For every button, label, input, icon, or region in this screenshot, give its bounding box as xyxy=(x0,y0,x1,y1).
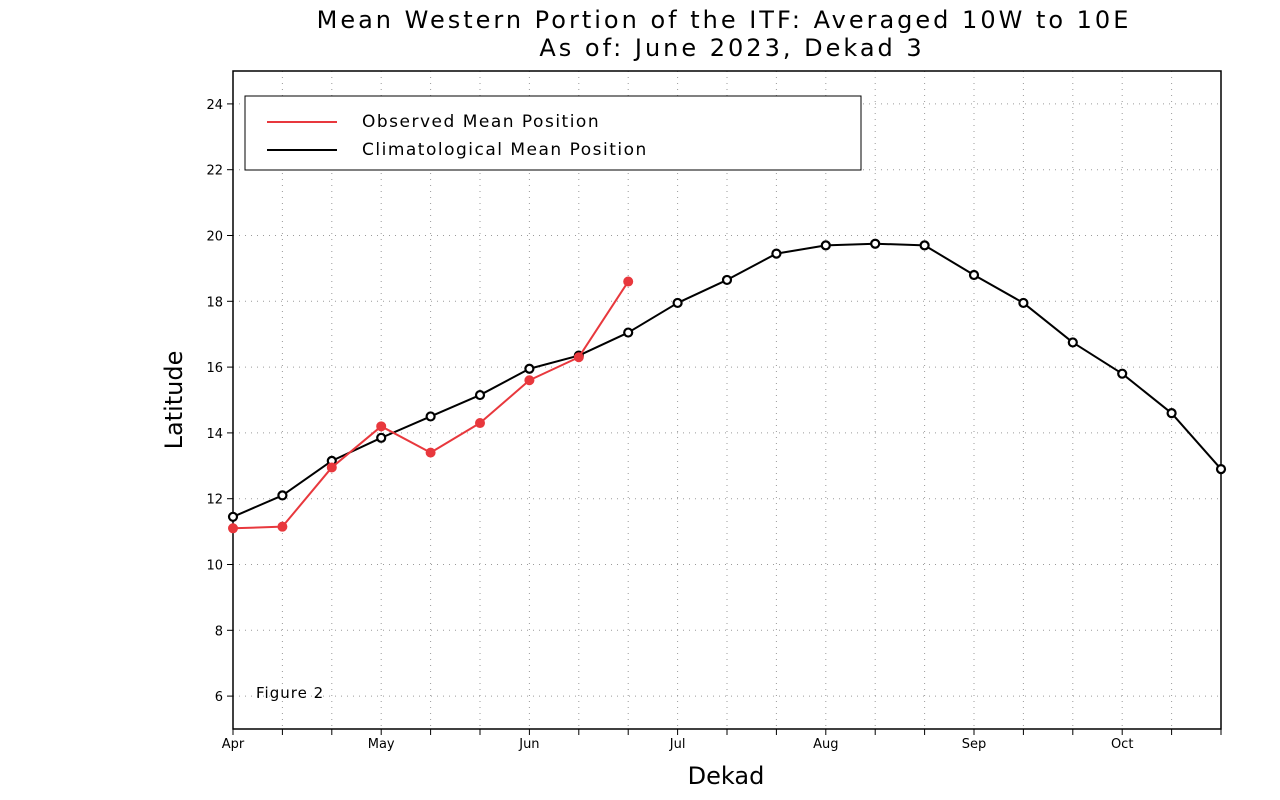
y-tick-label: 22 xyxy=(206,164,223,179)
x-tick-label: Aug xyxy=(813,737,838,752)
climatological-point xyxy=(771,248,782,259)
observed-point xyxy=(425,447,436,458)
chart-subtitle: As of: June 2023, Dekad 3 xyxy=(539,34,924,62)
axes: 6 8 10 12 14 16 18 20 22 24 Apr May Jun Jul Aug Sep Oct xyxy=(206,70,1222,752)
climatological-point xyxy=(376,432,387,443)
x-tick-label: Apr xyxy=(222,737,245,752)
climatological-point xyxy=(919,240,930,251)
climatological-point xyxy=(425,411,436,422)
climatological-point xyxy=(277,490,288,501)
y-tick-label: 14 xyxy=(206,427,223,442)
climatological-point xyxy=(1166,408,1177,419)
y-tick-label: 8 xyxy=(215,624,223,639)
figure-annotation: Figure 2 xyxy=(256,684,324,702)
chart-title: Mean Western Portion of the ITF: Average… xyxy=(317,6,1132,34)
x-axis-label: Dekad xyxy=(688,762,765,790)
climatological-point xyxy=(524,363,535,374)
observed-point xyxy=(376,421,387,432)
x-tick-label: Sep xyxy=(962,737,987,752)
y-tick-label: 18 xyxy=(206,295,223,310)
climatological-point xyxy=(721,274,733,286)
climatological-point xyxy=(474,389,486,401)
y-tick-label: 10 xyxy=(206,559,223,574)
observed-point xyxy=(277,521,288,532)
y-tick-label: 12 xyxy=(206,493,223,508)
climatological-point xyxy=(623,327,634,338)
y-tick-label: 20 xyxy=(206,230,223,245)
climatological-point xyxy=(820,240,831,251)
observed-point xyxy=(228,523,238,534)
observed-point xyxy=(573,352,584,363)
x-tick-label: May xyxy=(368,737,395,752)
x-tick-label: Oct xyxy=(1111,737,1133,752)
x-tick-label: Jul xyxy=(669,737,686,752)
climatological-point xyxy=(227,511,239,522)
climatological-point xyxy=(968,269,980,281)
legend: Observed Mean Position Climatological Me… xyxy=(244,95,862,171)
y-tick-label: 24 xyxy=(206,98,223,113)
observed-point xyxy=(475,418,485,429)
climatological-point xyxy=(1215,463,1227,475)
y-tick-label: 6 xyxy=(215,690,223,705)
observed-point xyxy=(326,462,337,473)
climatological-point xyxy=(1117,368,1128,379)
observed-point xyxy=(623,276,634,287)
climatological-point xyxy=(1018,297,1029,309)
climatological-point xyxy=(870,238,881,249)
x-tick-label: Jun xyxy=(518,737,539,752)
y-tick-label: 16 xyxy=(206,361,223,376)
climatological-point xyxy=(672,297,683,309)
observed-point xyxy=(524,375,535,386)
climatological-point xyxy=(1067,337,1078,348)
legend-label-climatological: Climatological Mean Position xyxy=(362,140,648,160)
series-layer xyxy=(227,238,1227,534)
legend-box xyxy=(244,95,862,171)
legend-label-observed: Observed Mean Position xyxy=(362,112,600,132)
y-axis-label: Latitude xyxy=(160,351,188,450)
